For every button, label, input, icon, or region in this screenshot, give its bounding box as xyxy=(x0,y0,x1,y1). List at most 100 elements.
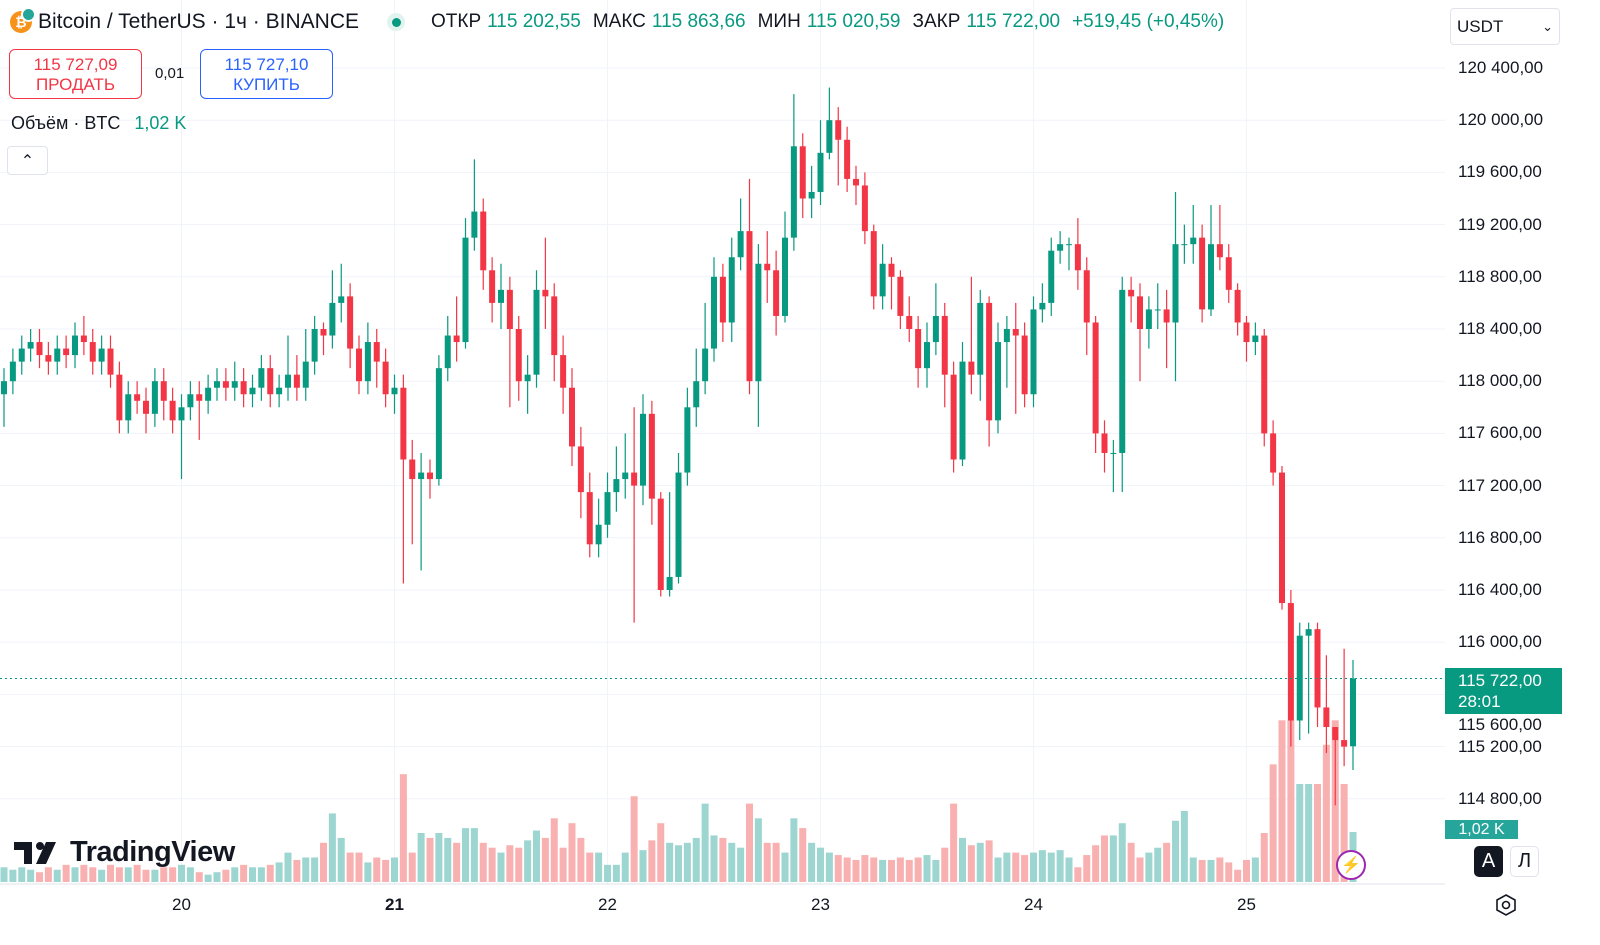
gear-icon[interactable] xyxy=(1494,893,1518,917)
candle-body xyxy=(214,381,220,388)
candle-body xyxy=(1012,329,1019,336)
candle-body xyxy=(631,472,638,486)
time-tick-label: 22 xyxy=(598,895,617,914)
candle-body xyxy=(1261,335,1268,434)
tradingview-logo[interactable]: TradingView xyxy=(14,836,235,869)
volume-legend[interactable]: Объём · BTC 1,02 K xyxy=(11,113,186,134)
candle-body xyxy=(675,472,682,577)
candle-body xyxy=(1225,257,1232,290)
candle-body xyxy=(533,289,540,375)
volume-bar xyxy=(1314,784,1321,882)
candle-body xyxy=(480,211,487,271)
volume-bar xyxy=(293,859,301,882)
volume-bar xyxy=(932,859,940,882)
auto-scale-button[interactable]: A xyxy=(1474,846,1503,877)
symbol-title[interactable]: Bitcoin / TetherUS · 1ч · BINANCE xyxy=(38,10,359,33)
volume-badge: 1,02 K xyxy=(1445,820,1518,839)
volume-bar xyxy=(337,837,345,882)
candle-body xyxy=(151,381,158,414)
low-value: 115 020,59 xyxy=(806,11,901,32)
candle-body xyxy=(782,237,788,316)
candle-body xyxy=(826,120,833,153)
candle-body xyxy=(400,387,407,460)
candle-body xyxy=(1048,250,1055,303)
candle-body xyxy=(409,459,416,480)
volume-bar xyxy=(923,855,931,882)
symbol-header: ₿ Bitcoin / TetherUS · 1ч · BINANCE ОТКР… xyxy=(10,7,1224,34)
time-tick-label: 21 xyxy=(385,895,404,914)
sell-button[interactable]: 115 727,09 ПРОДАТЬ xyxy=(9,49,142,99)
log-scale-button[interactable]: Л xyxy=(1510,846,1539,877)
volume-bar xyxy=(728,842,736,882)
volume-bar xyxy=(408,852,416,882)
volume-bar xyxy=(657,823,665,882)
price-tick-label: 114 800,00 xyxy=(1458,788,1542,808)
candle-body xyxy=(906,315,913,329)
market-status-dot-icon[interactable] xyxy=(387,13,405,31)
candle-body xyxy=(125,394,132,421)
volume-bar xyxy=(36,872,43,882)
candle-body xyxy=(444,335,451,369)
candle-body xyxy=(835,120,842,140)
candle-body xyxy=(222,381,229,388)
volume-bar xyxy=(1198,859,1206,882)
volume-bar xyxy=(1047,852,1055,882)
candle-body xyxy=(977,302,984,375)
candle-body xyxy=(89,342,96,362)
candle-body xyxy=(693,381,700,408)
candle-body xyxy=(986,302,993,421)
volume-bar xyxy=(1305,784,1313,882)
volume-bar xyxy=(373,857,381,882)
sell-label: ПРОДАТЬ xyxy=(35,75,116,94)
candle-body xyxy=(471,211,478,238)
candle-body xyxy=(613,479,620,493)
volume-bar xyxy=(311,857,319,882)
price-tick-label: 119 200,00 xyxy=(1458,214,1542,234)
lightning-icon[interactable]: ⚡ xyxy=(1336,850,1366,880)
volume-bar xyxy=(1322,744,1330,882)
volume-bar xyxy=(879,859,887,882)
volume-bar xyxy=(1118,823,1126,882)
candle-body xyxy=(1208,244,1214,310)
price-tick-label: 116 400,00 xyxy=(1458,580,1542,599)
volume-value: 1,02 K xyxy=(134,113,187,133)
volume-bar xyxy=(124,867,132,882)
volume-bar xyxy=(1101,835,1108,882)
candle-body xyxy=(799,146,806,199)
volume-bar xyxy=(506,845,514,882)
price-tick-label: 119 600,00 xyxy=(1458,162,1542,182)
price-tick-label: 117 200,00 xyxy=(1458,475,1542,495)
volume-bar xyxy=(1056,850,1064,882)
candle-body xyxy=(1074,244,1081,271)
time-tick-label: 24 xyxy=(1024,895,1043,914)
volume-bar xyxy=(1092,845,1100,882)
buy-button[interactable]: 115 727,10 КУПИТЬ xyxy=(200,49,333,99)
volume-bar xyxy=(1269,764,1277,882)
volume-bar xyxy=(1296,784,1304,882)
volume-bar xyxy=(275,862,283,882)
candle-body xyxy=(1119,289,1126,453)
candle-body xyxy=(684,407,691,473)
price-chart[interactable] xyxy=(0,0,1445,885)
candle-body xyxy=(1163,309,1170,323)
candle-body xyxy=(790,146,797,238)
candle-body xyxy=(293,374,300,388)
candle-body xyxy=(1234,289,1241,323)
candle-body xyxy=(267,368,274,395)
volume-bar xyxy=(746,803,753,882)
volume-bar xyxy=(666,842,674,882)
candle-body xyxy=(45,355,52,362)
volume-bar xyxy=(107,864,114,882)
collapse-button[interactable]: ⌃ xyxy=(7,146,48,175)
volume-bar xyxy=(1278,720,1286,882)
volume-bar xyxy=(284,852,292,882)
candle-body xyxy=(1216,244,1223,258)
currency-select[interactable]: USDT ⌄ xyxy=(1450,8,1560,45)
volume-bar xyxy=(843,857,851,882)
currency-value: USDT xyxy=(1457,16,1504,36)
volume-bar xyxy=(621,852,629,882)
candle-body xyxy=(879,263,886,297)
volume-label: Объём · BTC xyxy=(11,113,121,133)
volume-bar xyxy=(941,847,949,882)
volume-bar xyxy=(888,859,895,882)
